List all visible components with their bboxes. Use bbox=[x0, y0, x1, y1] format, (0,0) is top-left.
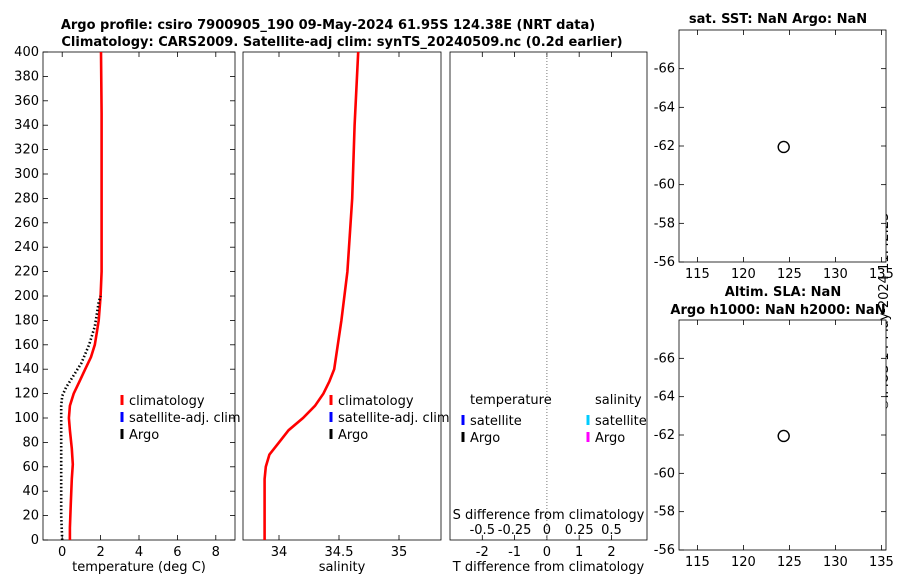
y-tick-label: -62 bbox=[654, 139, 675, 154]
x-tick-label: 34.5 bbox=[325, 545, 354, 560]
x-tick-label: 2 bbox=[96, 545, 104, 560]
legend-title-temperature: temperature bbox=[470, 393, 552, 408]
y-tick-label: 240 bbox=[14, 240, 39, 255]
y-tick-label: 200 bbox=[14, 289, 39, 304]
x-tick-label: 115 bbox=[685, 267, 710, 282]
x-tick-label: 2 bbox=[607, 545, 615, 560]
y-tick-label: -60 bbox=[654, 466, 675, 481]
x-tick-label-top: -0.5 bbox=[470, 523, 495, 538]
panel-salinity: 34 34.5 35 salinity climatology satellite-adj… bbox=[242, 51, 450, 575]
axes-frame-difference bbox=[449, 51, 648, 541]
x-tick-label: 135 bbox=[869, 555, 894, 570]
y-tick-label: 60 bbox=[22, 460, 39, 475]
map-title-sst-map: sat. SST: NaN Argo: NaN bbox=[689, 12, 867, 27]
x-axis-label-temperature: temperature (deg C) bbox=[72, 560, 206, 575]
y-tick-label: -56 bbox=[654, 543, 675, 558]
series-line-Argo bbox=[59, 295, 102, 541]
series-line-climatology bbox=[67, 51, 103, 540]
y-tick-label: 340 bbox=[14, 118, 39, 133]
panel-difference: -2 -1 0 1 2T difference from climatology S di… bbox=[449, 51, 648, 575]
x-tick-label: 35 bbox=[391, 545, 408, 560]
y-tick-label: 300 bbox=[14, 167, 39, 182]
x-tick-label: 135 bbox=[869, 267, 894, 282]
y-tick-label: -64 bbox=[654, 390, 675, 405]
y-tick-label: 360 bbox=[14, 94, 39, 109]
x-tick-label: 1 bbox=[575, 545, 583, 560]
x-tick-label: 34 bbox=[271, 545, 288, 560]
axes-frame-sla-map bbox=[678, 319, 887, 551]
y-tick-label: 160 bbox=[14, 338, 39, 353]
legend-entry: climatology bbox=[338, 394, 414, 409]
x-tick-label: 120 bbox=[731, 267, 756, 282]
x-tick-label: 120 bbox=[731, 555, 756, 570]
x-tick-label-top: 0.25 bbox=[565, 523, 594, 538]
panel-temperature: 0 2 4 6 802040608010012014016018020022024026… bbox=[14, 45, 240, 575]
y-tick-label: 260 bbox=[14, 216, 39, 231]
y-tick-label: -58 bbox=[654, 505, 675, 520]
legend-entry: Argo bbox=[129, 428, 159, 443]
x-axis-label-difference: T difference from climatology bbox=[452, 560, 645, 575]
legend-entry: satellite bbox=[470, 414, 522, 429]
panel-sst-map: 115 120 125 130 135 -56 -58 -60 -62 -64 -66 sat. SS… bbox=[654, 12, 894, 282]
y-tick-label: -66 bbox=[654, 62, 675, 77]
x-tick-label-top: 0 bbox=[543, 523, 551, 538]
x-tick-label: 6 bbox=[173, 545, 181, 560]
map-title2-sla-map: Argo h1000: NaN h2000: NaN bbox=[670, 303, 885, 318]
y-tick-label: 320 bbox=[14, 143, 39, 158]
series-line-climatology bbox=[263, 51, 360, 540]
legend-entry: satellite-adj. clim bbox=[338, 411, 450, 426]
x-tick-label-top: -0.25 bbox=[498, 523, 532, 538]
y-tick-label: 80 bbox=[22, 435, 39, 450]
profile-location-marker bbox=[777, 140, 790, 154]
legend-entry: Argo bbox=[595, 431, 625, 446]
x-tick-label: 115 bbox=[685, 555, 710, 570]
y-tick-label: -58 bbox=[654, 216, 675, 231]
x-tick-label: 130 bbox=[823, 267, 848, 282]
x-tick-label: -1 bbox=[508, 545, 521, 560]
legend-entry: satellite-adj. clim bbox=[129, 411, 241, 426]
legend-entry: climatology bbox=[129, 394, 205, 409]
profile-location-marker bbox=[777, 429, 790, 443]
panel-sla-map: 115 120 125 130 135 -56 -58 -60 -62 -64 -66 Altim. … bbox=[654, 285, 894, 570]
y-tick-label: 40 bbox=[22, 484, 39, 499]
axes-frame-sst-map bbox=[678, 29, 887, 263]
y-tick-label: -62 bbox=[654, 428, 675, 443]
plots-layer: 0 2 4 6 802040608010012014016018020022024026… bbox=[14, 12, 894, 575]
y-tick-label: 20 bbox=[22, 509, 39, 524]
x-tick-label: 4 bbox=[135, 545, 143, 560]
x-tick-label-top: 0.5 bbox=[601, 523, 622, 538]
x-tick-label: 0 bbox=[58, 545, 66, 560]
y-tick-label: 280 bbox=[14, 191, 39, 206]
y-tick-label: -56 bbox=[654, 255, 675, 270]
y-tick-label: -66 bbox=[654, 351, 675, 366]
title-line-1: Argo profile: csiro 7900905_190 09-May-2… bbox=[61, 18, 595, 33]
x-axis-label-salinity: salinity bbox=[319, 560, 366, 575]
y-tick-label: 100 bbox=[14, 411, 39, 426]
x-tick-label: 0 bbox=[543, 545, 551, 560]
axes-frame-salinity bbox=[242, 51, 442, 541]
x-tick-label: 8 bbox=[212, 545, 220, 560]
x-axis-label-top: S difference from climatology bbox=[453, 508, 645, 523]
y-tick-label: 180 bbox=[14, 313, 39, 328]
legend-entry: Argo bbox=[470, 431, 500, 446]
title-line-2: Climatology: CARS2009. Satellite-adj cli… bbox=[61, 35, 622, 50]
y-tick-label: 400 bbox=[14, 45, 39, 60]
legend-entry: Argo bbox=[338, 428, 368, 443]
x-tick-label: 130 bbox=[823, 555, 848, 570]
y-tick-label: 0 bbox=[31, 533, 39, 548]
x-tick-label: 125 bbox=[777, 267, 802, 282]
y-tick-label: 120 bbox=[14, 387, 39, 402]
legend-title-salinity: salinity bbox=[595, 393, 642, 408]
y-tick-label: -60 bbox=[654, 178, 675, 193]
x-tick-label: -2 bbox=[476, 545, 489, 560]
y-tick-label: -64 bbox=[654, 100, 675, 115]
x-tick-label: 125 bbox=[777, 555, 802, 570]
y-tick-label: 380 bbox=[14, 69, 39, 84]
y-tick-label: 140 bbox=[14, 362, 39, 377]
map-title-sla-map: Altim. SLA: NaN bbox=[725, 285, 841, 300]
legend-entry: satellite bbox=[595, 414, 647, 429]
y-tick-label: 220 bbox=[14, 265, 39, 280]
